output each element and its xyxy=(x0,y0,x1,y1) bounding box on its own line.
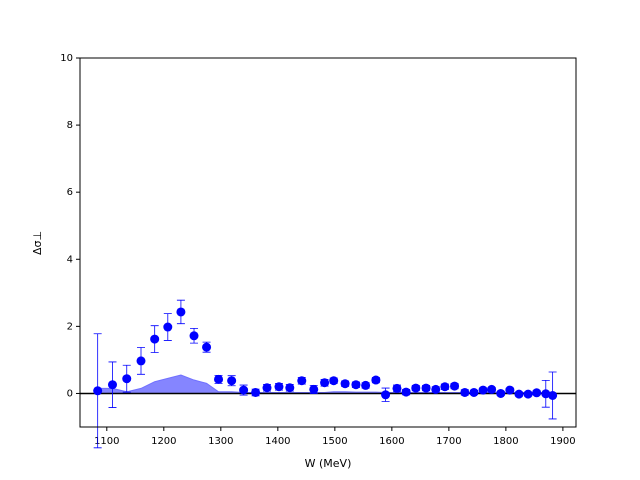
data-point xyxy=(496,388,506,398)
data-point xyxy=(176,307,186,317)
x-tick-label: 1600 xyxy=(379,436,404,447)
systematic-band xyxy=(97,374,554,394)
data-point xyxy=(202,342,212,352)
data-point xyxy=(274,382,284,392)
x-tick-label: 1900 xyxy=(550,436,575,447)
data-point xyxy=(371,375,381,385)
y-tick-label: 10 xyxy=(60,53,73,64)
data-point xyxy=(541,389,551,399)
data-point xyxy=(478,385,488,395)
y-tick-label: 6 xyxy=(67,187,73,198)
data-point xyxy=(227,376,237,386)
x-tick-label: 1300 xyxy=(208,436,233,447)
data-point xyxy=(214,374,224,384)
plot-frame xyxy=(79,57,577,428)
y-axis-label: Δσ⊥ xyxy=(31,231,44,255)
x-tick-label: 1200 xyxy=(151,436,176,447)
x-tick-label: 1400 xyxy=(265,436,290,447)
data-point xyxy=(487,384,497,394)
y-tick-label: 8 xyxy=(67,120,73,131)
data-point xyxy=(450,381,460,391)
data-point xyxy=(392,383,402,393)
data-point xyxy=(93,386,103,396)
data-point xyxy=(320,378,330,388)
data-point xyxy=(297,376,307,386)
y-tick-label: 2 xyxy=(67,321,73,332)
data-point xyxy=(440,382,450,392)
data-point xyxy=(189,331,199,341)
data-point xyxy=(523,389,533,399)
data-point xyxy=(351,380,361,390)
data-point xyxy=(239,385,249,395)
y-tick-label: 0 xyxy=(67,388,73,399)
data-point xyxy=(421,383,431,393)
data-point xyxy=(329,376,339,386)
x-axis-label: W (MeV) xyxy=(305,457,352,470)
data-point xyxy=(361,380,371,390)
data-point xyxy=(262,383,272,393)
data-point xyxy=(163,322,173,332)
data-point xyxy=(122,374,132,384)
data-point xyxy=(411,383,421,393)
data-point xyxy=(150,334,160,344)
data-point xyxy=(431,384,441,394)
data-point xyxy=(532,388,542,398)
data-point xyxy=(505,385,515,395)
data-point xyxy=(136,356,146,366)
data-point xyxy=(469,387,479,397)
data-point xyxy=(340,379,350,389)
data-point xyxy=(309,384,319,394)
x-tick-label: 1500 xyxy=(322,436,347,447)
data-point xyxy=(548,390,558,400)
data-point xyxy=(251,387,261,397)
data-point xyxy=(285,383,295,393)
data-point xyxy=(460,387,470,397)
x-tick-label: 1100 xyxy=(94,436,119,447)
x-tick-label: 1800 xyxy=(493,436,518,447)
data-point xyxy=(514,389,524,399)
data-point xyxy=(381,390,391,400)
y-tick-label: 4 xyxy=(67,254,73,265)
data-point xyxy=(107,380,117,390)
x-tick-label: 1700 xyxy=(436,436,461,447)
data-point xyxy=(401,387,411,397)
